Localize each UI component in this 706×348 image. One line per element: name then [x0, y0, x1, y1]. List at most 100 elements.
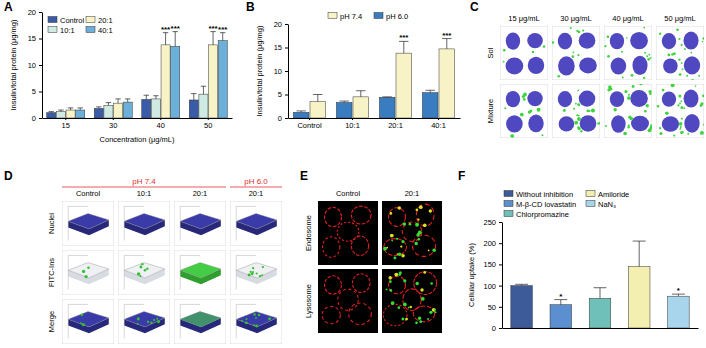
volume-frame [236, 206, 256, 240]
green-signal [137, 317, 140, 320]
micrograph-bg [62, 250, 114, 295]
volume-frame [236, 304, 256, 338]
y-tick-mark [39, 118, 42, 119]
legend-item: 10:1 [48, 26, 75, 35]
legend-label: M-β-CD lovastatin [516, 200, 576, 209]
legend-label: Chlorpromazine [516, 210, 569, 219]
green-signal [657, 105, 659, 107]
group-rule [62, 187, 226, 188]
green-signal [420, 288, 423, 291]
y-tick-label: 20 [28, 8, 36, 17]
green-signal [511, 134, 514, 137]
plot: ******05101520Control10:120:140:1Insulin… [255, 20, 461, 130]
red-signal [351, 236, 368, 255]
micrograph [552, 84, 600, 138]
group-label: pH 7.4 [132, 177, 156, 186]
bar [76, 110, 85, 118]
green-signal [396, 238, 398, 240]
y-tick-label: 100 [483, 282, 496, 291]
volume-top [180, 263, 221, 278]
bar [161, 45, 170, 118]
red-signal [325, 276, 342, 294]
bar [218, 41, 227, 118]
y-tick-mark [39, 65, 42, 66]
green-signal [681, 62, 683, 64]
red-signal [403, 289, 421, 311]
legend-item: Without inhibition [504, 190, 573, 199]
green-signal [432, 249, 435, 252]
volume-frame [68, 255, 88, 289]
y-tick-label: 20 [274, 20, 282, 29]
nucleus [662, 116, 679, 132]
green-signal [245, 318, 247, 320]
green-signal [248, 273, 251, 276]
bar [589, 298, 611, 328]
column-label: 50 μg/mL [664, 14, 695, 23]
green-signal [150, 322, 152, 324]
micrograph [118, 299, 170, 344]
legend-item: Amiloride [586, 190, 629, 199]
nucleus [506, 115, 523, 132]
bar [336, 102, 352, 118]
green-signal [541, 134, 543, 136]
x-axis: Control10:120:140:1 [289, 118, 461, 130]
green-signal [680, 126, 682, 128]
bar [56, 112, 65, 118]
red-signal [383, 304, 407, 325]
green-signal [141, 263, 143, 265]
y-tick: 5 [278, 90, 288, 99]
green-signal [146, 268, 148, 270]
nucleus [580, 115, 597, 132]
legend-item: NaN₃ [586, 200, 616, 209]
green-signal [632, 85, 635, 88]
green-signal [678, 95, 681, 98]
green-signal [621, 51, 623, 53]
green-signal [687, 133, 689, 135]
plot: ************0510152015304050Insulin/tota… [9, 8, 233, 144]
row-label: Endosome [304, 215, 313, 251]
green-signal [679, 122, 683, 126]
red-signal [337, 222, 359, 241]
x-tick: 40:1 [431, 118, 446, 130]
y-tick-mark [499, 286, 502, 287]
error-bar [210, 32, 215, 45]
micrograph [604, 26, 652, 80]
red-signal [349, 303, 372, 325]
green-signal [405, 318, 408, 321]
red-signal [389, 208, 406, 227]
green-signal [572, 51, 574, 53]
nucleus [558, 33, 572, 50]
error-bar [191, 94, 196, 100]
y-tick: 10 [28, 61, 42, 70]
error-bar [515, 284, 528, 285]
green-signal [680, 100, 682, 102]
y-tick-label: 5 [278, 90, 282, 99]
micrograph-bg [230, 299, 282, 344]
green-signal [423, 223, 427, 227]
error-bar [106, 103, 111, 106]
y-tick: 20 [274, 20, 288, 29]
micrograph-bg [62, 299, 114, 344]
volume-top [236, 263, 277, 278]
legend-label: pH 6.0 [386, 12, 408, 21]
micrograph [552, 26, 600, 80]
error-bar [313, 95, 322, 102]
micrograph [604, 84, 652, 138]
green-signal [679, 73, 682, 76]
green-signal [416, 208, 419, 211]
green-signal [503, 61, 505, 63]
green-signal [399, 271, 402, 274]
legend-swatch [328, 13, 337, 19]
nucleus [579, 91, 596, 107]
green-signal [681, 44, 683, 46]
y-tick: 15 [274, 43, 288, 52]
y-tick-label: 0 [278, 114, 282, 123]
volume-top [236, 312, 277, 327]
x-axis-line [43, 118, 233, 119]
micrograph [118, 250, 170, 295]
green-signal [557, 75, 559, 77]
y-tick-label: 10 [28, 61, 36, 70]
green-signal [648, 54, 650, 56]
red-signal [389, 276, 406, 294]
y-tick: 15 [28, 34, 42, 43]
